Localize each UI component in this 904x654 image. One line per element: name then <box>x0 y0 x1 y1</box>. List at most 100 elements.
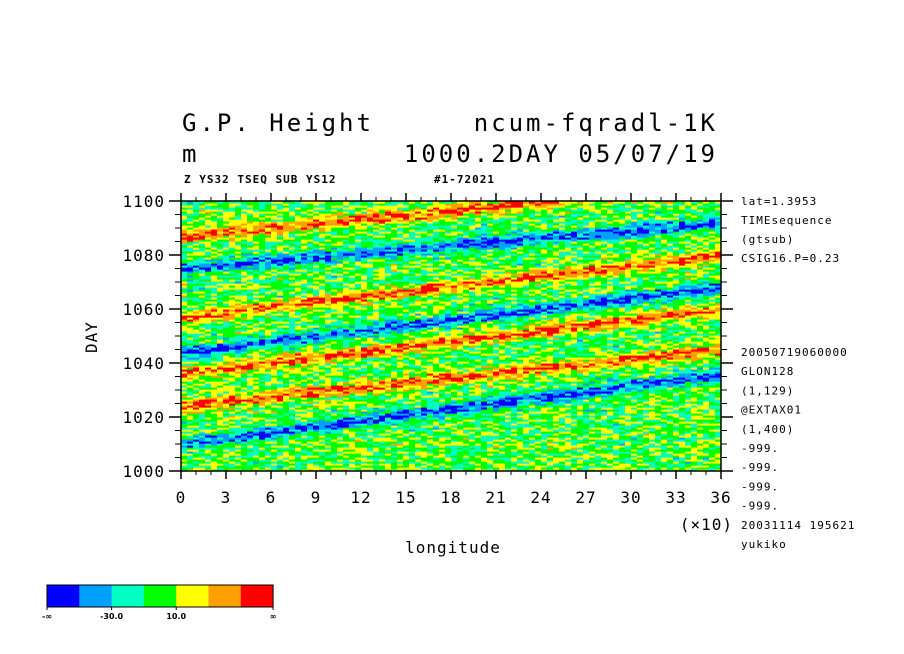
heatmap-cell <box>493 403 500 406</box>
heatmap-cell <box>655 457 662 460</box>
heatmap-cell <box>691 427 698 430</box>
heatmap-cell <box>343 433 350 436</box>
level-date-label: 1000.2DAY 05/07/19 <box>404 140 718 168</box>
heatmap-cell <box>301 457 308 460</box>
heatmap-cell <box>427 465 434 468</box>
heatmap-cell <box>481 407 488 410</box>
heatmap-cell <box>595 433 602 436</box>
heatmap-cell <box>577 455 584 458</box>
heatmap-cell <box>565 403 572 406</box>
heatmap-cell <box>253 407 260 410</box>
heatmap-cell <box>559 449 566 452</box>
heatmap-cell <box>499 431 506 434</box>
heatmap-cell <box>187 403 194 406</box>
heatmap-cell <box>457 427 464 430</box>
heatmap-cell <box>601 407 608 410</box>
heatmap-cell <box>229 441 236 444</box>
heatmap-cell <box>607 401 614 404</box>
heatmap-cell <box>679 419 686 422</box>
heatmap-cell <box>493 425 500 428</box>
heatmap-cell <box>361 401 368 404</box>
heatmap-cell <box>589 405 596 408</box>
heatmap-cell <box>475 469 482 471</box>
heatmap-cell <box>385 429 392 432</box>
heatmap-cell <box>571 449 578 452</box>
heatmap-cell <box>241 409 248 412</box>
heatmap-cell <box>577 449 584 452</box>
heatmap-cell <box>217 427 224 430</box>
heatmap-cell <box>685 449 692 452</box>
heatmap-cell <box>523 465 530 468</box>
heatmap-cell <box>409 403 416 406</box>
heatmap-cell <box>625 423 632 426</box>
heatmap-cell <box>559 457 566 460</box>
heatmap-cell <box>571 451 578 454</box>
heatmap-cell <box>649 441 656 444</box>
heatmap-cell <box>619 461 626 464</box>
heatmap-cell <box>253 447 260 450</box>
heatmap-cell <box>535 423 542 426</box>
heatmap-cell <box>295 457 302 460</box>
heatmap-cell <box>463 467 470 470</box>
heatmap-cell <box>499 439 506 442</box>
heatmap-cell <box>205 435 212 438</box>
heatmap-cell <box>403 439 410 442</box>
heatmap-cell <box>481 467 488 470</box>
heatmap-cell <box>403 449 410 452</box>
heatmap-cell <box>691 431 698 434</box>
heatmap-cell <box>319 443 326 446</box>
heatmap-cell <box>649 433 656 436</box>
heatmap-cell <box>541 403 548 406</box>
heatmap-cell <box>631 437 638 440</box>
heatmap-cell <box>541 413 548 416</box>
heatmap-cell <box>553 435 560 438</box>
heatmap-cell <box>559 411 566 414</box>
heatmap-cell <box>517 425 524 428</box>
heatmap-cell <box>259 433 266 436</box>
heatmap-cell <box>475 403 482 406</box>
heatmap-cell <box>637 419 644 422</box>
heatmap-cell <box>649 411 656 414</box>
heatmap-cell <box>241 463 248 466</box>
heatmap-cell <box>493 459 500 462</box>
heatmap-cell <box>673 441 680 444</box>
heatmap-cell <box>709 461 716 464</box>
heatmap-cell <box>583 469 590 471</box>
heatmap-cell <box>235 403 242 406</box>
heatmap-cell <box>379 427 386 430</box>
heatmap-cell <box>469 413 476 416</box>
heatmap-cell <box>565 431 572 434</box>
heatmap-cell <box>439 425 446 428</box>
heatmap-cell <box>607 417 614 420</box>
heatmap-cell <box>337 437 344 440</box>
heatmap-cell <box>469 425 476 428</box>
heatmap-cell <box>421 441 428 444</box>
heatmap-cell <box>457 459 464 462</box>
heatmap-cell <box>289 463 296 466</box>
heatmap-cell <box>697 427 704 430</box>
heatmap-cell <box>397 463 404 466</box>
heatmap-cell <box>505 441 512 444</box>
heatmap-cell <box>541 415 548 418</box>
heatmap-cell <box>451 443 458 446</box>
heatmap-cell <box>199 413 206 416</box>
heatmap-cell <box>547 463 554 466</box>
heatmap-cell <box>379 443 386 446</box>
heatmap-cell <box>643 465 650 468</box>
heatmap-cell <box>475 419 482 422</box>
heatmap-cell <box>517 399 524 402</box>
heatmap-cell <box>379 405 386 408</box>
heatmap-cell <box>259 465 266 468</box>
heatmap-cell <box>205 409 212 412</box>
heatmap-cell <box>613 469 620 471</box>
heatmap-cell <box>493 467 500 470</box>
heatmap-cell <box>583 439 590 442</box>
heatmap-cell <box>235 437 242 440</box>
heatmap-cell <box>217 409 224 412</box>
heatmap-cell <box>505 459 512 462</box>
heatmap-cell <box>463 433 470 436</box>
heatmap-cell <box>337 419 344 422</box>
heatmap-cell <box>241 431 248 434</box>
heatmap-cell <box>553 399 560 402</box>
heatmap-cell <box>397 411 404 414</box>
